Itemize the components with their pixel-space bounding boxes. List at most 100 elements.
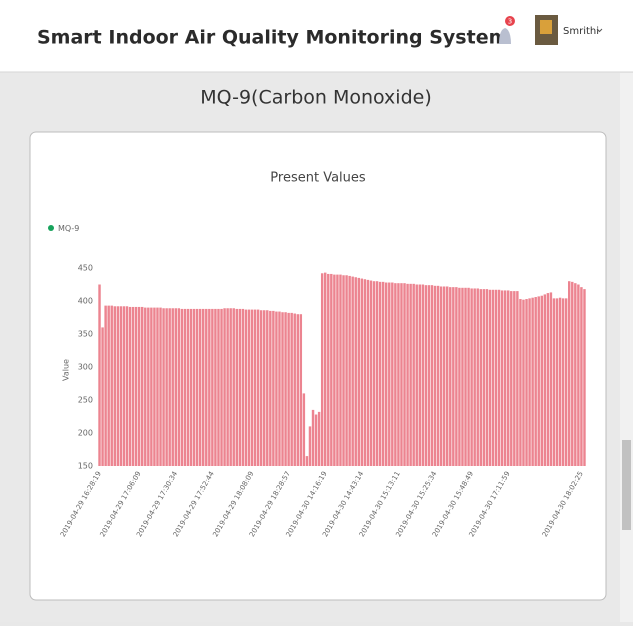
bar: [153, 307, 156, 466]
bell-icon[interactable]: [499, 28, 511, 44]
bar: [494, 289, 498, 466]
bar: [421, 284, 425, 466]
bar: [299, 314, 303, 466]
bar: [537, 296, 540, 466]
bar: [409, 283, 412, 466]
bar: [266, 310, 269, 466]
bar: [452, 287, 455, 466]
bar: [104, 305, 107, 466]
bar: [305, 456, 309, 466]
bar: [180, 308, 184, 466]
bar: [534, 297, 537, 466]
bar: [247, 309, 251, 466]
bar: [275, 311, 278, 466]
bar: [543, 294, 547, 466]
bar: [467, 287, 470, 466]
notification-badge[interactable]: [505, 16, 515, 26]
notification-bell[interactable]: 3: [499, 16, 515, 44]
bar: [464, 287, 467, 466]
bar: [211, 308, 214, 466]
bar: [296, 314, 299, 466]
bar: [507, 290, 510, 466]
bar: [214, 308, 217, 466]
bar: [439, 286, 443, 466]
bar: [256, 309, 260, 466]
bar: [568, 281, 571, 466]
bar: [314, 414, 318, 466]
bar: [287, 312, 290, 466]
bar: [327, 273, 330, 466]
bar: [189, 308, 193, 466]
bar: [198, 308, 202, 466]
bar: [98, 284, 101, 466]
bar: [351, 276, 354, 466]
bar: [531, 297, 534, 466]
bar: [345, 275, 348, 466]
bar: [278, 311, 281, 466]
bar: [394, 283, 397, 466]
bar: [424, 285, 428, 466]
bar: [400, 283, 403, 466]
bar: [183, 308, 187, 466]
bar: [174, 308, 177, 466]
bar: [449, 287, 452, 466]
bar: [418, 284, 421, 466]
bar: [238, 308, 242, 466]
bar: [510, 291, 513, 466]
bar: [281, 312, 284, 466]
bar: [446, 286, 449, 466]
bar: [186, 308, 190, 466]
bar: [229, 308, 232, 466]
bar: [433, 285, 437, 466]
bar: [388, 282, 391, 466]
bar: [192, 308, 196, 466]
scrollbar-thumb[interactable]: [622, 440, 631, 530]
bar: [101, 327, 104, 466]
bar: [436, 285, 440, 466]
chart-title: Present Values: [270, 171, 366, 186]
bar: [137, 306, 141, 466]
bar: [519, 299, 522, 466]
bar: [144, 307, 147, 466]
y-tick-label: 350: [78, 330, 93, 339]
bar: [546, 293, 550, 466]
header-title: Smart Indoor Air Quality Monitoring Syst…: [37, 27, 508, 49]
bar: [284, 312, 287, 466]
bar: [244, 309, 248, 466]
bar: [336, 274, 339, 466]
bar: [348, 275, 351, 466]
bar: [357, 277, 360, 466]
y-tick-label: 150: [78, 462, 93, 471]
bar: [458, 287, 461, 466]
bar: [354, 277, 357, 466]
bar: [241, 308, 245, 466]
bar: [107, 305, 110, 466]
header-bar: [0, 0, 633, 72]
bar: [119, 306, 123, 466]
bar: [366, 279, 370, 466]
bar: [177, 308, 181, 466]
bar: [369, 280, 373, 466]
bar: [259, 310, 263, 466]
bar: [528, 298, 531, 466]
bar: [159, 307, 162, 466]
dropdown-chevron[interactable]: [596, 28, 603, 33]
bar: [253, 309, 257, 466]
user-name[interactable]: Smrithi: [563, 26, 599, 37]
bar: [168, 308, 171, 466]
bar: [564, 298, 568, 466]
bar: [555, 298, 559, 466]
notification-count[interactable]: 3: [508, 18, 512, 26]
bar: [226, 308, 229, 466]
bar: [406, 283, 409, 466]
user-menu[interactable]: Smrithi: [535, 15, 603, 45]
bar: [311, 409, 315, 466]
bar: [549, 292, 553, 466]
bar: [430, 285, 434, 466]
bar: [110, 305, 113, 466]
bar: [360, 278, 364, 466]
scrollbar-track: [620, 73, 633, 622]
bar: [561, 298, 565, 466]
y-tick-label: 300: [78, 363, 93, 372]
